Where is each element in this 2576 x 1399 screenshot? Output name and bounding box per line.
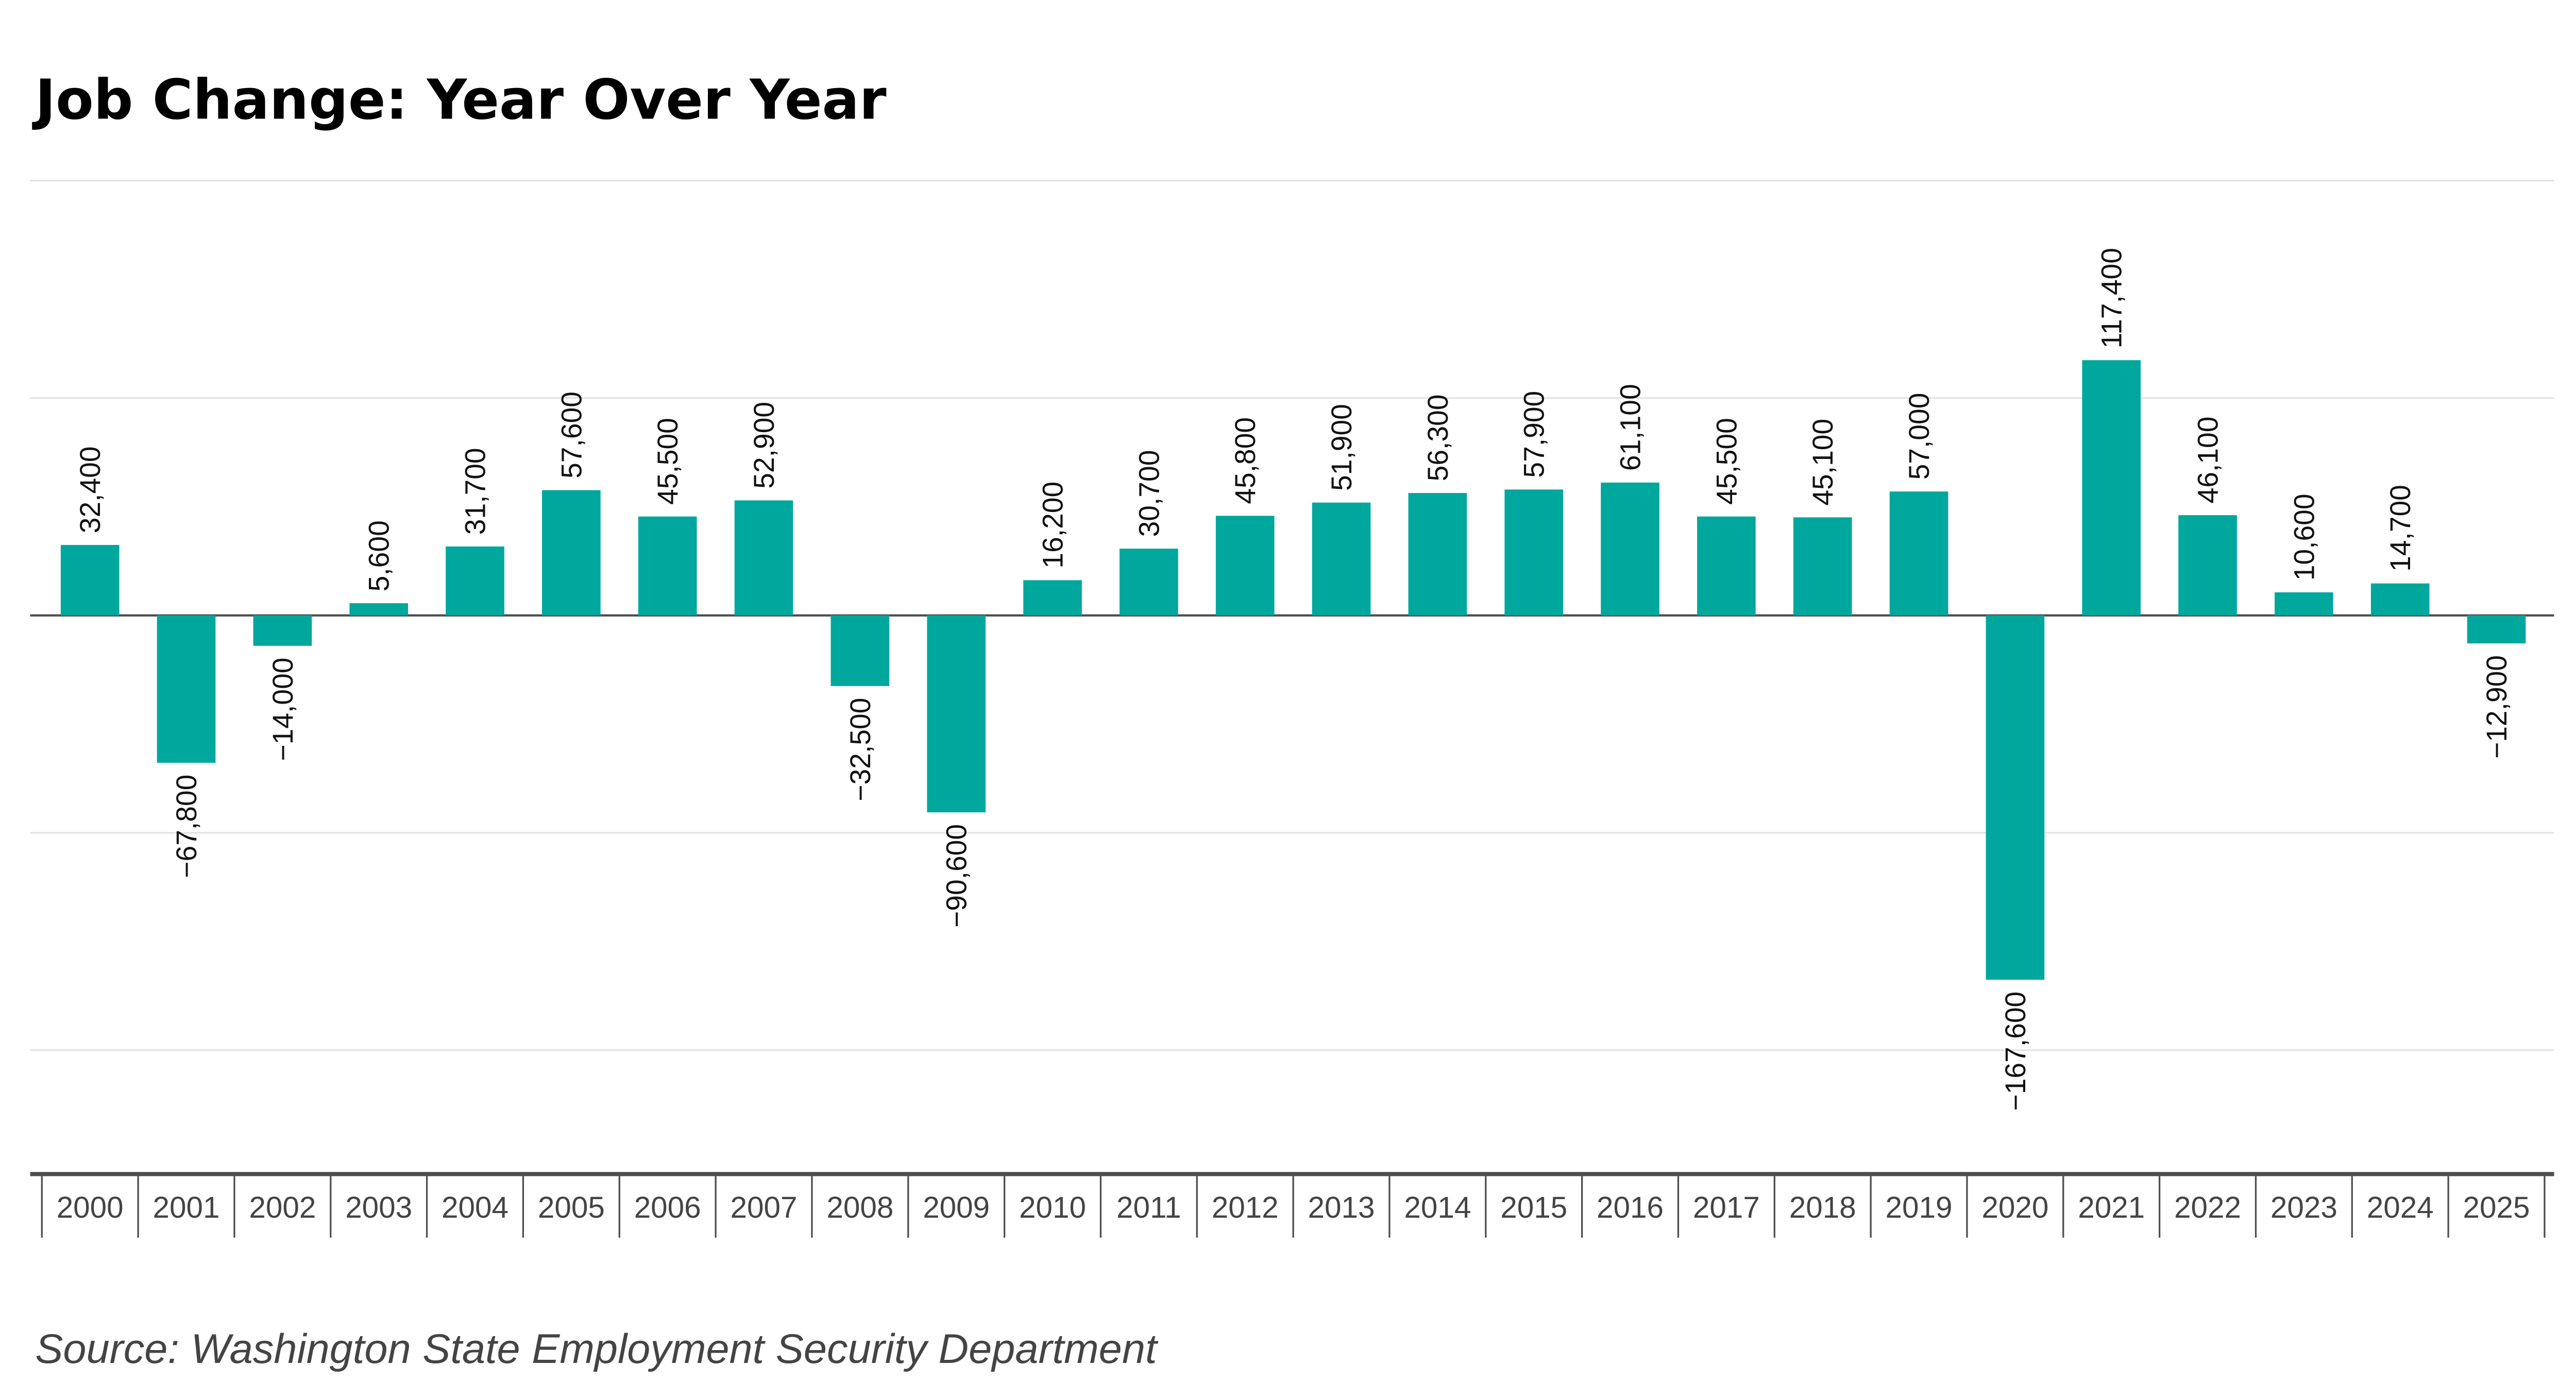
gridlines [30, 179, 2554, 1051]
x-tick-label: 2009 [923, 1191, 990, 1224]
bar [2275, 592, 2333, 616]
data-label: 56,300 [1422, 395, 1454, 482]
bar [1697, 516, 1756, 616]
data-labels: 32,400 −67,800 −14,000 5,600 31,700 57,600 45,… [74, 248, 2513, 1111]
data-label: 16,200 [1037, 482, 1069, 569]
bar [446, 546, 504, 616]
data-label: 31,700 [459, 448, 491, 535]
x-tick-label: 2015 [1500, 1191, 1567, 1224]
bar [638, 516, 697, 616]
data-label: 45,100 [1807, 419, 1839, 506]
x-tick-label: 2020 [1981, 1191, 2048, 1224]
x-tick-label: 2004 [442, 1191, 509, 1224]
bar [1504, 489, 1564, 616]
x-tick-label: 2000 [57, 1191, 124, 1224]
data-label: 45,800 [1229, 417, 1261, 504]
x-tick-label: 2018 [1789, 1191, 1856, 1224]
data-label: 57,900 [1518, 391, 1550, 478]
x-tick-label: 2007 [731, 1191, 798, 1224]
data-label: −14,000 [267, 658, 299, 761]
source-note: Source: Washington State Employment Secu… [35, 1326, 1159, 1372]
x-tick-label: 2002 [249, 1191, 316, 1224]
data-label: 45,500 [1710, 418, 1742, 505]
x-tick-label: 2006 [634, 1191, 701, 1224]
x-tick-label: 2001 [153, 1191, 220, 1224]
x-tick-label: 2019 [1886, 1191, 1953, 1224]
bars [60, 360, 2526, 980]
data-label: 10,600 [2288, 493, 2320, 581]
x-tick-label: 2021 [2078, 1191, 2145, 1224]
bar [1408, 493, 1467, 616]
data-label: 51,900 [1326, 404, 1358, 491]
bar [2370, 583, 2430, 616]
data-label: 117,400 [2096, 248, 2128, 348]
x-tick-label: 2025 [2463, 1191, 2530, 1224]
bar [349, 603, 408, 616]
x-tick-label: 2010 [1019, 1191, 1086, 1224]
bar [1986, 615, 2045, 980]
x-tick-label: 2023 [2270, 1191, 2337, 1224]
data-label: −12,900 [2481, 655, 2513, 759]
x-tick-label: 2024 [2367, 1191, 2434, 1224]
x-tick-label: 2016 [1597, 1191, 1664, 1224]
x-tick-label: 2014 [1404, 1191, 1471, 1224]
bar [1889, 491, 1948, 616]
bar [734, 500, 793, 616]
x-tick-label: 2022 [2174, 1191, 2241, 1224]
data-label: −167,600 [1999, 992, 2031, 1111]
x-tick-label: 2005 [538, 1191, 605, 1224]
x-tick-label: 2013 [1308, 1191, 1375, 1224]
data-label: 45,500 [652, 418, 684, 505]
x-tick-label: 2003 [345, 1191, 412, 1224]
data-label: 46,100 [2192, 417, 2224, 504]
bar [1120, 549, 1178, 616]
bar [253, 615, 312, 646]
bar [2467, 615, 2526, 644]
bar [1023, 580, 1082, 616]
bar [1793, 517, 1852, 616]
data-label: 57,000 [1903, 393, 1935, 480]
x-axis: 2000 2001 2002 2003 2004 2005 2006 2007 2008 2009… [30, 1172, 2554, 1238]
x-tick-label: 2011 [1116, 1191, 1181, 1224]
x-tick-label: 2012 [1212, 1191, 1279, 1224]
bar [1312, 502, 1371, 616]
bar [2178, 515, 2237, 616]
data-label: 5,600 [363, 520, 395, 591]
chart-title: Job Change: Year Over Year [31, 68, 886, 132]
bar [1601, 482, 1659, 616]
data-label: 57,600 [555, 391, 587, 479]
bar [542, 490, 601, 616]
bar [60, 544, 120, 616]
data-label: 61,100 [1615, 384, 1647, 471]
data-label: −67,800 [171, 775, 202, 878]
bar [157, 615, 216, 763]
x-tick-label: 2017 [1693, 1191, 1760, 1224]
data-label: 32,400 [74, 446, 106, 533]
data-label: 14,700 [2384, 485, 2416, 572]
bar [1215, 516, 1275, 616]
data-label: −32,500 [844, 698, 876, 801]
data-label: 52,900 [748, 402, 780, 489]
data-label: −90,600 [941, 824, 973, 928]
bar [2082, 360, 2141, 616]
x-tick-label: 2008 [826, 1191, 893, 1224]
bar [831, 615, 890, 686]
data-label: 30,700 [1133, 450, 1165, 537]
bar [927, 615, 986, 813]
